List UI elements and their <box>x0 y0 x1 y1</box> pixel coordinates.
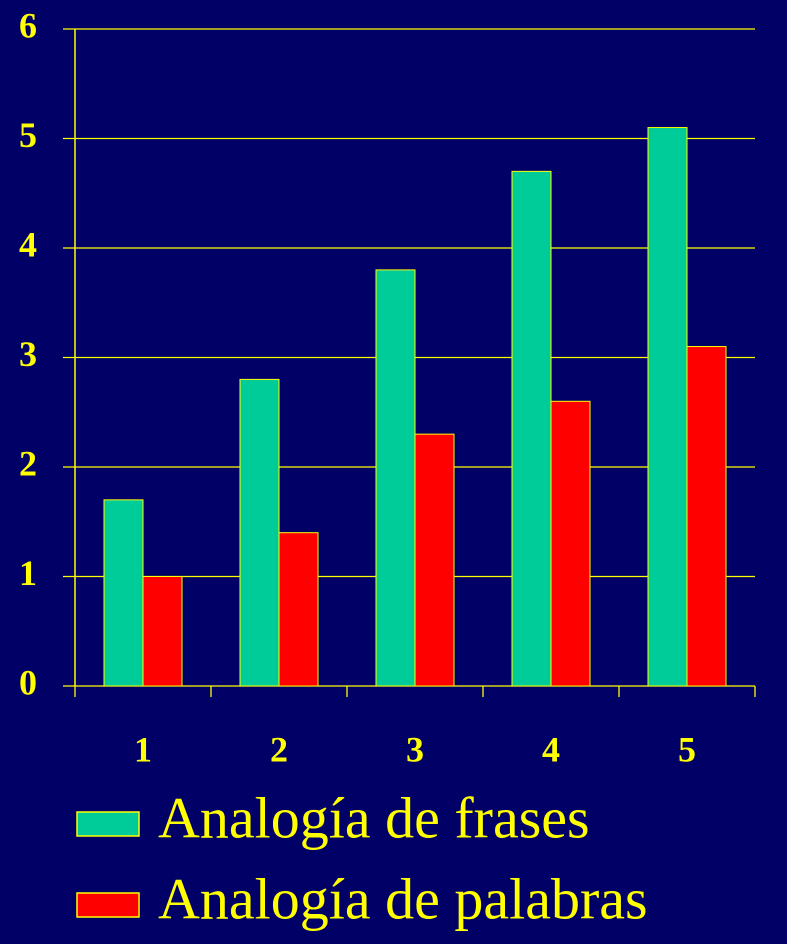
bar <box>550 400 591 687</box>
bar <box>103 499 144 687</box>
x-tick-label: 5 <box>678 729 696 769</box>
y-tick-label: 5 <box>19 115 37 155</box>
bar <box>647 127 688 687</box>
y-tick-label: 4 <box>19 224 37 264</box>
y-tick-label: 6 <box>19 5 37 45</box>
x-tick-label: 2 <box>270 729 288 769</box>
bar <box>278 532 319 687</box>
x-tick-label: 1 <box>134 729 152 769</box>
x-tick-label: 4 <box>542 729 560 769</box>
y-tick-label: 2 <box>19 443 37 483</box>
y-tick-label: 0 <box>19 662 37 702</box>
legend-swatch <box>76 811 140 837</box>
bar <box>686 346 727 687</box>
legend-label: Analogía de palabras <box>158 866 648 931</box>
legend-swatch <box>76 892 140 918</box>
legend-label: Analogía de frases <box>158 785 590 850</box>
bar <box>142 576 183 687</box>
bar <box>375 269 416 687</box>
bar <box>239 378 280 687</box>
x-tick-label: 3 <box>406 729 424 769</box>
y-tick-label: 1 <box>19 553 37 593</box>
y-tick-label: 3 <box>19 334 37 374</box>
bar <box>511 170 552 687</box>
bar <box>414 433 455 687</box>
